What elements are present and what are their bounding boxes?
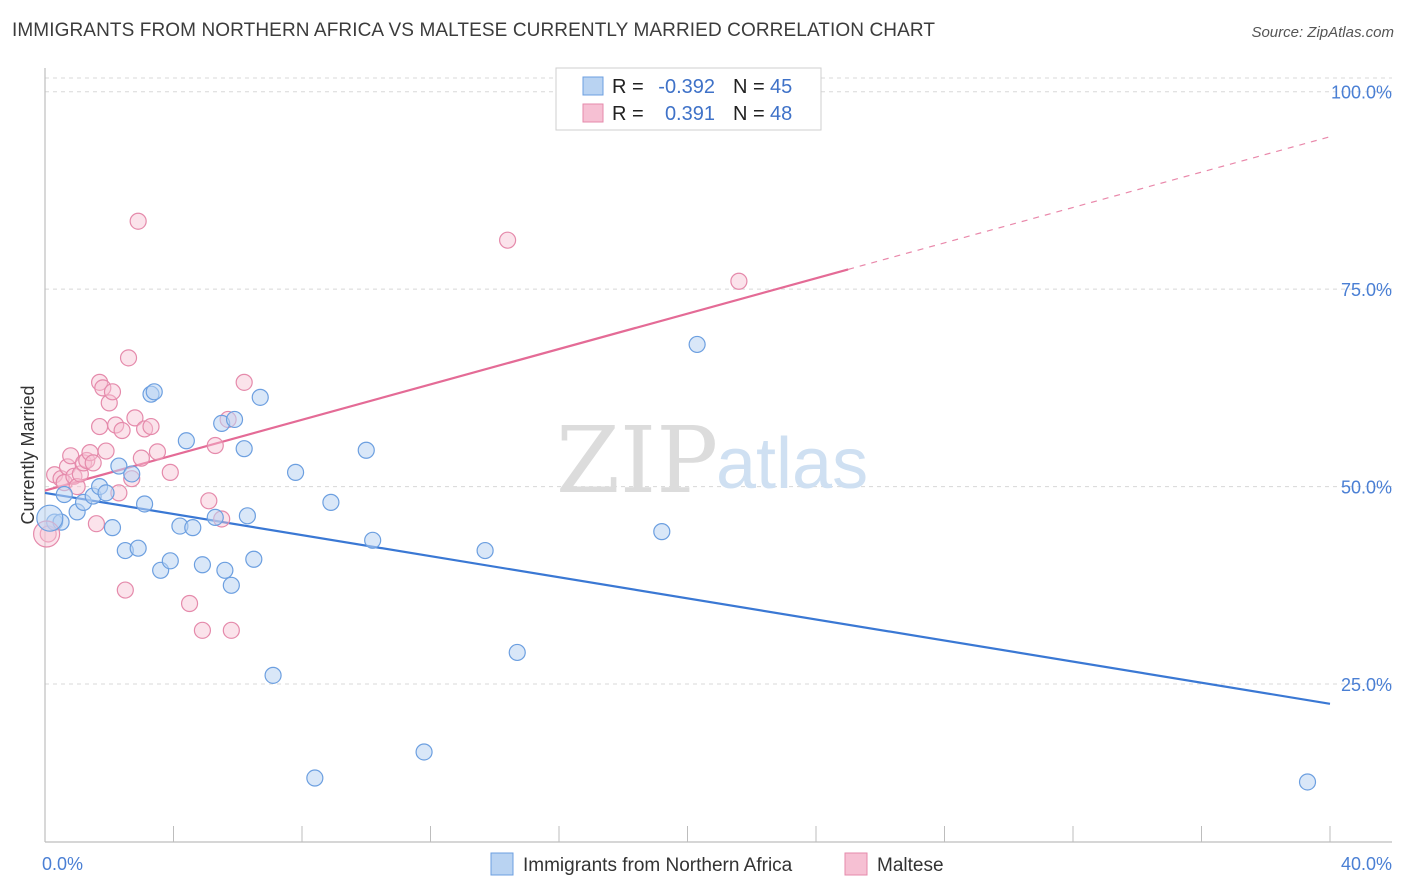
watermark-atlas: atlas bbox=[716, 424, 868, 504]
data-points bbox=[33, 212, 1317, 791]
point-maltese bbox=[62, 447, 80, 465]
point-maltese bbox=[148, 443, 167, 461]
point-immigrants bbox=[415, 743, 433, 761]
point-immigrants bbox=[1298, 773, 1317, 791]
point-immigrants bbox=[135, 495, 154, 513]
legend-r-value-1: -0.392 bbox=[658, 76, 715, 98]
legend-swatch-pink bbox=[582, 103, 604, 123]
watermark: ZIP atlas bbox=[556, 407, 868, 514]
point-maltese bbox=[68, 477, 86, 496]
point-maltese bbox=[113, 421, 131, 440]
point-immigrants bbox=[688, 335, 706, 354]
bottom-legend-label-blue: Immigrants from Northern Africa bbox=[523, 855, 793, 876]
point-maltese bbox=[499, 231, 517, 249]
point-immigrants bbox=[103, 519, 122, 537]
bottom-legend-swatch-pink bbox=[844, 852, 868, 876]
bottom-legend-label-pink: Maltese bbox=[877, 855, 944, 876]
point-immigrants bbox=[206, 508, 224, 526]
y-tick-label: 50.0% bbox=[1341, 478, 1392, 498]
point-immigrants bbox=[508, 643, 526, 662]
trend-line-immigrants bbox=[44, 491, 1331, 705]
legend-swatch-blue bbox=[582, 76, 604, 96]
point-immigrants bbox=[264, 666, 282, 684]
point-immigrants bbox=[306, 769, 324, 787]
legend-n-label-1: N = bbox=[733, 76, 765, 98]
legend-n-label-2: N = bbox=[733, 103, 765, 125]
point-maltese bbox=[132, 449, 150, 467]
point-immigrants bbox=[238, 507, 256, 525]
point-immigrants bbox=[476, 541, 494, 560]
point-immigrants bbox=[216, 561, 234, 579]
point-maltese bbox=[116, 581, 134, 599]
point-immigrants bbox=[653, 523, 671, 541]
point-maltese bbox=[206, 436, 224, 455]
watermark-zip: ZIP bbox=[556, 407, 718, 514]
y-axis-title: Currently Married bbox=[18, 385, 38, 524]
point-immigrants bbox=[97, 484, 115, 502]
point-maltese bbox=[142, 417, 160, 436]
point-immigrants bbox=[364, 531, 382, 549]
point-maltese bbox=[180, 594, 199, 613]
point-maltese bbox=[129, 212, 147, 230]
legend-n-value-2: 48 bbox=[770, 103, 792, 125]
point-immigrants bbox=[286, 463, 305, 481]
point-immigrants bbox=[184, 519, 202, 537]
point-immigrants bbox=[129, 539, 147, 557]
y-tick-label: 75.0% bbox=[1341, 280, 1392, 300]
point-maltese bbox=[97, 442, 115, 460]
axes bbox=[44, 68, 1392, 843]
point-immigrants bbox=[193, 556, 212, 574]
point-maltese bbox=[161, 463, 179, 481]
point-maltese bbox=[200, 492, 218, 510]
point-maltese bbox=[94, 379, 112, 397]
bottom-legend-swatch-blue bbox=[490, 852, 514, 876]
point-immigrants bbox=[251, 388, 269, 406]
point-immigrants bbox=[225, 410, 244, 429]
point-maltese bbox=[100, 394, 118, 412]
legend-n-value-1: 45 bbox=[770, 76, 792, 98]
x-tick-labels: 0.0% 40.0% bbox=[42, 854, 1392, 874]
y-tick-label: 100.0% bbox=[1331, 83, 1392, 103]
point-immigrants-large bbox=[36, 504, 64, 532]
point-immigrants bbox=[145, 383, 163, 401]
point-immigrants bbox=[245, 550, 263, 568]
bottom-legend: Immigrants from Northern Africa Maltese bbox=[490, 852, 944, 876]
point-maltese bbox=[91, 373, 109, 391]
point-immigrants bbox=[322, 493, 340, 511]
point-immigrants bbox=[55, 485, 73, 504]
point-immigrants bbox=[177, 432, 195, 450]
point-maltese bbox=[91, 417, 109, 436]
y-tick-label: 25.0% bbox=[1341, 675, 1392, 695]
point-immigrants bbox=[123, 465, 141, 483]
trend-line-maltese-extension bbox=[847, 136, 1331, 270]
point-maltese bbox=[87, 515, 106, 533]
x-tick-label: 0.0% bbox=[42, 854, 83, 874]
point-maltese bbox=[193, 621, 212, 639]
trend-line-maltese bbox=[44, 268, 849, 492]
point-maltese bbox=[126, 409, 144, 427]
point-maltese bbox=[103, 383, 122, 401]
legend-r-label-1: R = bbox=[612, 76, 644, 98]
point-immigrants bbox=[110, 457, 128, 475]
point-maltese bbox=[74, 454, 93, 472]
x-tick-label: 40.0% bbox=[1341, 854, 1392, 874]
chart-title: IMMIGRANTS FROM NORTHERN AFRICA VS MALTE… bbox=[12, 20, 936, 41]
point-immigrants bbox=[357, 441, 375, 459]
legend-box: R = -0.392 N = 45 R = 0.391 N = 48 bbox=[555, 67, 822, 131]
point-maltese bbox=[730, 272, 748, 290]
point-immigrants bbox=[222, 576, 240, 594]
legend-r-label-2: R = bbox=[612, 103, 644, 125]
point-immigrants bbox=[161, 552, 179, 570]
point-maltese bbox=[58, 458, 77, 476]
point-maltese bbox=[235, 373, 253, 391]
source-label: Source: ZipAtlas.com bbox=[1251, 24, 1394, 41]
point-maltese bbox=[84, 454, 102, 472]
trend-lines bbox=[44, 136, 1331, 705]
point-immigrants bbox=[235, 440, 253, 458]
point-maltese bbox=[222, 621, 240, 639]
legend-r-value-2: 0.391 bbox=[665, 103, 715, 125]
y-tick-labels: 25.0% 50.0% 75.0% 100.0% bbox=[1331, 83, 1392, 695]
point-maltese bbox=[119, 349, 138, 367]
